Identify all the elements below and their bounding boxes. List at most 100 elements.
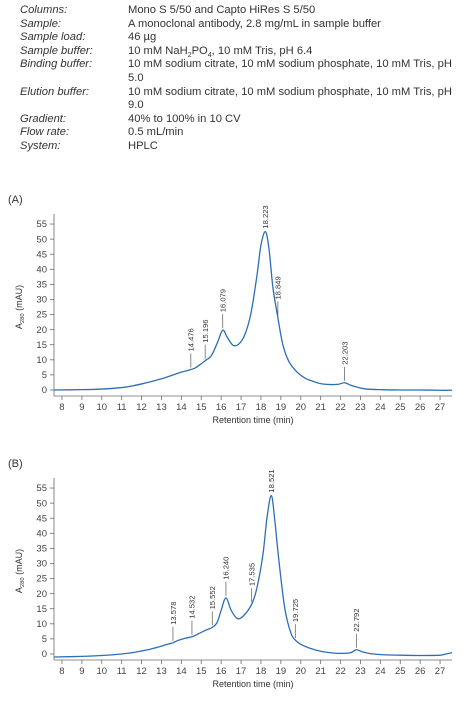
peak-label: 22.792 (352, 609, 361, 632)
y-axis-label-sub: 280 (20, 577, 26, 587)
peak-label: 18.521 (267, 469, 276, 492)
x-tick-label: 22 (335, 402, 346, 413)
conditions-table: Columns: Mono S 5/50 and Capto HiRes S 5… (20, 4, 460, 154)
x-tick-label: 23 (355, 402, 366, 413)
x-tick-label: 20 (295, 666, 306, 677)
y-tick-label: 5 (42, 370, 47, 381)
peak-label: 18.223 (261, 205, 270, 228)
chromatogram-b: (B) 0 5 10 15 20 25 30 35 40 45 50 55 8 9 10 11 12 13 14 15 1… (8, 458, 453, 689)
cond-label: Elution buffer: (20, 85, 90, 98)
x-tick-label: 14 (176, 402, 187, 413)
x-tick-label: 27 (435, 402, 446, 413)
peak-label: 18.849 (274, 276, 283, 299)
x-tick-label: 16 (216, 402, 227, 413)
y-axis-label: A280 (mAU) (14, 549, 26, 593)
y-tick-label: 45 (36, 513, 47, 524)
x-tick-label: 17 (236, 402, 247, 413)
y-tick-label: 10 (36, 355, 47, 366)
x-tick-label: 11 (117, 666, 127, 677)
peak-label: 13.578 (169, 602, 178, 625)
y-tick-label: 40 (36, 528, 47, 539)
y-tick-label: 45 (36, 249, 47, 260)
cond-system: System: HPLC (20, 140, 460, 154)
x-tick-label: 9 (79, 402, 84, 413)
panel-label: (B) (8, 458, 23, 470)
x-tick-label: 12 (136, 402, 147, 413)
y-axis-label: A280 (mAU) (14, 285, 26, 329)
y-axis-label-a: A (14, 323, 24, 329)
peak-label: 19.725 (291, 599, 300, 622)
cond-label: Sample buffer: (20, 44, 93, 57)
x-tick-label: 8 (59, 666, 64, 677)
y-tick-label: 30 (36, 295, 47, 306)
x-tick-label: 15 (196, 666, 207, 677)
cond-label: Binding buffer: (20, 58, 93, 71)
x-tick-label: 21 (315, 402, 326, 413)
x-tick-label: 25 (395, 666, 406, 677)
y-tick-label: 50 (36, 498, 47, 509)
x-tick-label: 15 (196, 402, 207, 413)
x-tick-label: 19 (276, 666, 287, 677)
x-tick-label: 24 (375, 666, 386, 677)
x-axis-label: Retention time (min) (212, 679, 293, 689)
x-tick-label: 22 (335, 666, 346, 677)
x-tick-label: 23 (355, 666, 366, 677)
x-tick-label: 13 (156, 402, 167, 413)
y-tick-label: 0 (42, 649, 47, 660)
x-tick-label: 10 (96, 666, 107, 677)
cond-value: 0.5 mL/min (128, 126, 184, 139)
y-axis-label-a: A (14, 587, 24, 593)
cond-sample: Sample: A monoclonal antibody, 2.8 mg/mL… (20, 18, 460, 32)
x-axis-label: Retention time (min) (212, 415, 293, 425)
cond-columns: Columns: Mono S 5/50 and Capto HiRes S 5… (20, 4, 460, 18)
peak-label: 16.240 (222, 557, 231, 580)
y-tick-label: 55 (36, 483, 47, 494)
peak-label: 15.552 (208, 586, 217, 609)
cond-value: Mono S 5/50 and Capto HiRes S 5/50 (128, 4, 316, 16)
y-axis-label-unit: (mAU) (14, 549, 24, 578)
x-tick-label: 16 (216, 666, 227, 677)
cond-label: Gradient: (20, 112, 67, 125)
cond-value: 10 mM sodium citrate, 10 mM sodium phosp… (128, 58, 452, 84)
x-tick-label: 25 (395, 402, 406, 413)
peak-label: 14.476 (187, 328, 196, 351)
x-tick-label: 26 (415, 402, 426, 413)
peak-label: 15.196 (201, 319, 210, 342)
cond-label: Columns: (20, 4, 68, 16)
x-tick-label: 18 (256, 402, 267, 413)
y-tick-label: 10 (36, 619, 47, 630)
x-tick-label: 20 (295, 402, 306, 413)
chromatogram-trace (53, 230, 453, 391)
y-tick-label: 25 (36, 574, 47, 585)
x-tick-label: 21 (315, 666, 326, 677)
x-tick-label: 24 (375, 402, 386, 413)
cond-elution-buffer: Elution buffer: 10 mM sodium citrate, 10… (20, 86, 460, 113)
y-tick-label: 5 (42, 634, 47, 645)
y-tick-label: 35 (36, 280, 47, 291)
x-tick-label: 12 (136, 666, 147, 677)
y-tick-label: 35 (36, 544, 47, 555)
cond-gradient: Gradient: 40% to 100% in 10 CV (20, 113, 460, 127)
x-tick-label: 27 (435, 666, 446, 677)
y-tick-label: 15 (36, 604, 47, 615)
x-tick-label: 14 (176, 666, 187, 677)
y-tick-label: 40 (36, 264, 47, 275)
y-tick-label: 20 (36, 589, 47, 600)
cond-label: Sample: (20, 17, 62, 30)
peak-label: 17.535 (248, 563, 257, 586)
cond-value: 46 µg (128, 31, 157, 44)
x-tick-label: 8 (59, 402, 64, 413)
y-tick-label: 20 (36, 325, 47, 336)
cond-sample-load: Sample load: 46 µg (20, 31, 460, 45)
cond-flow-rate: Flow rate: 0.5 mL/min (20, 126, 460, 140)
x-tick-label: 18 (256, 666, 267, 677)
panel-label: (A) (8, 194, 23, 206)
y-tick-label: 30 (36, 559, 47, 570)
y-tick-label: 55 (36, 219, 47, 230)
cond-sample-buffer: Sample buffer: 10 mM NaH2PO4, 10 mM Tris… (20, 45, 460, 59)
x-tick-label: 10 (96, 402, 107, 413)
cond-value: HPLC (128, 139, 158, 152)
x-tick-label: 17 (236, 666, 247, 677)
y-axis-label-sub: 280 (20, 313, 26, 323)
x-tick-label: 9 (79, 666, 84, 677)
